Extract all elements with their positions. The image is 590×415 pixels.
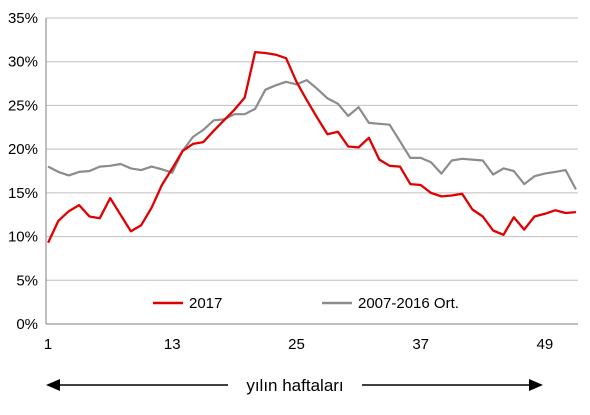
y-tick-label: 25%	[8, 97, 38, 114]
x-axis-label: yılın haftaları	[246, 376, 343, 395]
y-tick-labels: 0% 5% 10% 15% 20% 25% 30% 35%	[8, 10, 38, 333]
x-axis-caption: yılın haftaları	[46, 376, 543, 395]
series-lines	[47, 50, 577, 244]
x-tick-label: 25	[288, 336, 305, 353]
x-tick-label: 13	[164, 336, 181, 353]
x-tick-label: 49	[537, 336, 554, 353]
y-tick-label: 5%	[16, 272, 38, 289]
legend-label: 2017	[189, 295, 222, 312]
y-tick-label: 20%	[8, 141, 38, 158]
axes	[45, 18, 578, 325]
arrow-left-icon	[46, 379, 60, 391]
arrow-right-icon	[529, 379, 543, 391]
y-tick-label: 35%	[8, 10, 38, 27]
y-tick-label: 15%	[8, 185, 38, 202]
series-line-average	[47, 78, 577, 190]
x-tick-label: 1	[44, 336, 52, 353]
series-line-2017	[47, 50, 577, 244]
y-tick-label: 10%	[8, 229, 38, 246]
y-tick-label: 30%	[8, 54, 38, 71]
gridlines	[46, 17, 578, 325]
legend: 2017 2007-2016 Ort.	[153, 295, 459, 312]
x-tick-labels: 1 13 25 37 49	[44, 336, 553, 353]
legend-label: 2007-2016 Ort.	[358, 295, 459, 312]
y-tick-label: 0%	[16, 316, 38, 333]
x-tick-label: 37	[412, 336, 429, 353]
